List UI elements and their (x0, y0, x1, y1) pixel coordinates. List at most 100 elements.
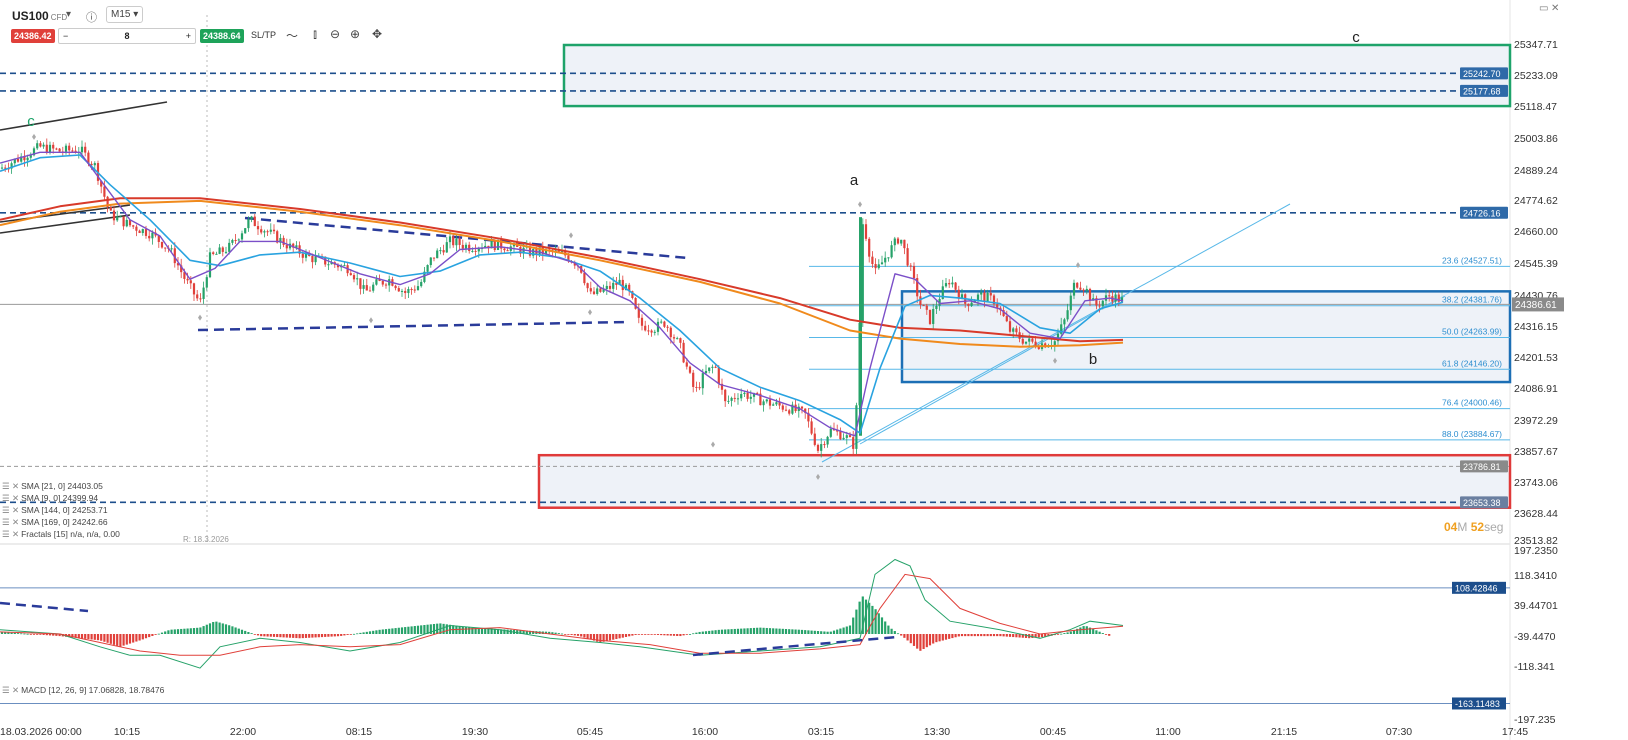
candle-body (820, 444, 823, 451)
dropdown-icon[interactable]: ▾ (66, 9, 72, 20)
candle-body (1037, 346, 1040, 349)
macd-histogram-bar (704, 631, 708, 634)
fractal-marker (711, 441, 715, 448)
macd-histogram-bar (567, 634, 570, 635)
candle-body (992, 295, 996, 305)
macd-y-tick-label: -118.341 (1514, 661, 1555, 673)
candle-body (71, 150, 74, 152)
legend-sma169[interactable]: ☰ ✕ SMA [169, 0] 24242.66 (2, 517, 108, 527)
candle-body (631, 291, 634, 299)
quantity-stepper[interactable]: − 8 + (58, 28, 196, 44)
macd-histogram-bar (100, 634, 103, 641)
candle-body (663, 321, 666, 327)
candle-body (1095, 298, 1098, 306)
macd-histogram-bar (624, 634, 628, 637)
macd-histogram-bar (730, 629, 733, 634)
y-tick-label: 23513.82 (1514, 535, 1558, 547)
candle-body (343, 265, 346, 267)
sell-button[interactable]: 24386.42 (11, 29, 55, 43)
candles-icon[interactable]: ⫾ (313, 27, 317, 41)
candle-body (442, 250, 445, 253)
candle-body (877, 264, 880, 269)
symbol-name[interactable]: US100 CFD (12, 9, 68, 23)
candle-body (16, 158, 20, 162)
macd-histogram-bar (13, 632, 16, 634)
macd-histogram-bar (676, 634, 679, 636)
macd-histogram-bar (234, 627, 237, 634)
y-tick-label: 25118.47 (1514, 101, 1557, 113)
candle-body (119, 216, 122, 218)
candle-body (1053, 341, 1056, 346)
minimize-icon[interactable]: ▭ (1539, 3, 1549, 14)
macd-histogram-bar (471, 627, 474, 634)
macd-histogram-bar (157, 633, 160, 635)
quantity-value[interactable]: 8 (124, 31, 130, 41)
price-level-badge-bg (1460, 84, 1508, 97)
macd-histogram-bar (1040, 634, 1044, 637)
legend-sma144[interactable]: ☰ ✕ SMA [144, 0] 24253.71 (2, 505, 108, 515)
info-icon[interactable]: ⓘ (86, 12, 97, 24)
macd-y-tick-label: -39.4470 (1514, 631, 1556, 643)
price-level-badge-bg (1460, 460, 1508, 473)
macd-histogram-bar (231, 626, 234, 634)
macd-histogram-bar (141, 634, 144, 640)
candle-body (768, 399, 772, 406)
macd-histogram-bar (340, 634, 343, 636)
candle-body (740, 394, 743, 399)
macd-histogram-bar (868, 602, 871, 634)
legend-macd[interactable]: ☰ ✕ MACD [12, 26, 9] 17.06828, 18.78476 (2, 685, 165, 695)
candle-body (800, 406, 804, 409)
candle-body (986, 292, 989, 302)
candle-body (816, 444, 820, 451)
minus-button[interactable]: − (63, 31, 69, 41)
macd-histogram-bar (263, 634, 266, 637)
candle-body (544, 249, 548, 255)
candle-body (368, 290, 372, 292)
candle-body (781, 405, 784, 410)
cursor-date-label: R: 18.3.2026 (183, 535, 229, 544)
macd-histogram-bar (164, 631, 167, 634)
macd-histogram-bar (967, 634, 970, 637)
candle-body (1101, 300, 1104, 307)
macd-histogram-bar (820, 631, 823, 634)
candle-body (557, 250, 560, 252)
legend-sma21[interactable]: ☰ ✕ SMA [21, 0] 24403.05 (2, 481, 103, 491)
sltp-button[interactable]: SL/TP (251, 30, 277, 40)
buy-button[interactable]: 24388.64 (200, 29, 244, 43)
macd-histogram-bar (666, 634, 669, 636)
zoom-out-icon[interactable]: ⊖ (329, 27, 341, 41)
toolbar: US100 CFD ▾ ⓘ M15 ▾ 24386.42 − 8 + 24388.… (0, 0, 460, 50)
legend-fractals[interactable]: ☰ ✕ Fractals [15] n/a, n/a, 0.00 (2, 529, 120, 539)
candle-body (842, 437, 845, 440)
candle-body (727, 400, 730, 402)
macd-histogram-bar (301, 634, 304, 639)
candle-body (640, 317, 644, 326)
candle-body (397, 288, 400, 292)
macd-histogram-bar (906, 634, 909, 641)
macd-histogram-bar (932, 634, 935, 644)
macd-histogram-bar (788, 629, 791, 634)
candle-body (493, 240, 496, 250)
legend-sma9[interactable]: ☰ ✕ SMA [9, 0] 24399.94 (2, 493, 99, 503)
line-chart-icon[interactable]: 〜 (285, 29, 298, 43)
macd-histogram-bar (756, 627, 759, 634)
macd-histogram-bar (916, 634, 919, 649)
macd-histogram-bar (922, 634, 925, 649)
timeframe-select[interactable]: M15 ▾ (106, 6, 144, 23)
x-tick-label: 19:30 (462, 726, 488, 738)
price-level-badge-bg (1460, 67, 1508, 80)
macd-histogram-bar (4, 632, 7, 634)
macd-histogram-bar (1031, 634, 1034, 639)
candle-body (477, 248, 480, 252)
candle-body (743, 392, 746, 395)
candle-body (231, 240, 234, 243)
crosshair-icon[interactable]: ✥ (371, 27, 383, 41)
macd-histogram-bar (1066, 632, 1069, 634)
macd-histogram-bar (880, 617, 884, 634)
plus-button[interactable]: + (185, 31, 191, 41)
candle-body (29, 155, 32, 158)
candle-body (109, 206, 112, 211)
close-icon[interactable]: ✕ (1551, 3, 1560, 14)
zoom-in-icon[interactable]: ⊕ (349, 27, 361, 41)
